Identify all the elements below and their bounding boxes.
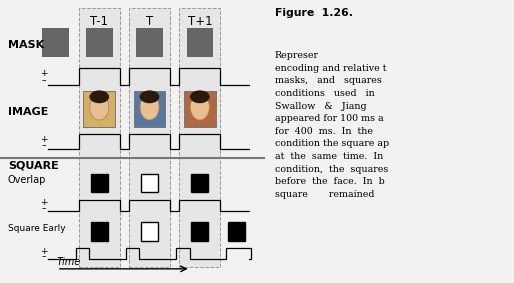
Bar [191,222,209,241]
Text: –: – [42,204,46,213]
Bar [86,28,113,57]
Ellipse shape [89,90,109,103]
Text: MASK: MASK [8,40,44,50]
Bar [129,8,170,267]
Bar [90,174,108,192]
Text: IMAGE: IMAGE [8,107,48,117]
Ellipse shape [190,94,209,120]
Ellipse shape [140,90,159,103]
Bar [42,28,69,57]
Text: Square Early: Square Early [8,224,66,233]
Text: +: + [40,69,47,78]
Ellipse shape [90,94,109,120]
Bar [228,222,245,241]
Text: –: – [42,76,46,85]
Text: +: + [40,135,47,144]
Text: T+1: T+1 [188,15,212,28]
Text: +: + [40,246,47,256]
Ellipse shape [190,90,210,103]
Text: Overlap: Overlap [8,175,46,185]
Text: –: – [42,252,46,261]
Text: Time: Time [57,258,81,267]
Text: T: T [146,15,153,28]
Text: T-1: T-1 [90,15,108,28]
Ellipse shape [140,94,159,120]
Bar [79,8,120,267]
Text: SQUARE: SQUARE [8,160,59,171]
Bar [184,91,216,127]
Bar [141,174,158,192]
Bar [136,28,163,57]
Bar [191,174,209,192]
Text: +: + [40,198,47,207]
Bar [83,91,115,127]
Bar [179,8,221,267]
Text: Figure  1.26.: Figure 1.26. [274,8,353,18]
Text: –: – [42,141,46,150]
Bar [134,91,166,127]
Bar [90,222,108,241]
Text: Represer
encoding and relative t
masks,   and   squares
conditions   used   in
S: Represer encoding and relative t masks, … [274,51,389,199]
Bar [141,222,158,241]
Bar [187,28,213,57]
